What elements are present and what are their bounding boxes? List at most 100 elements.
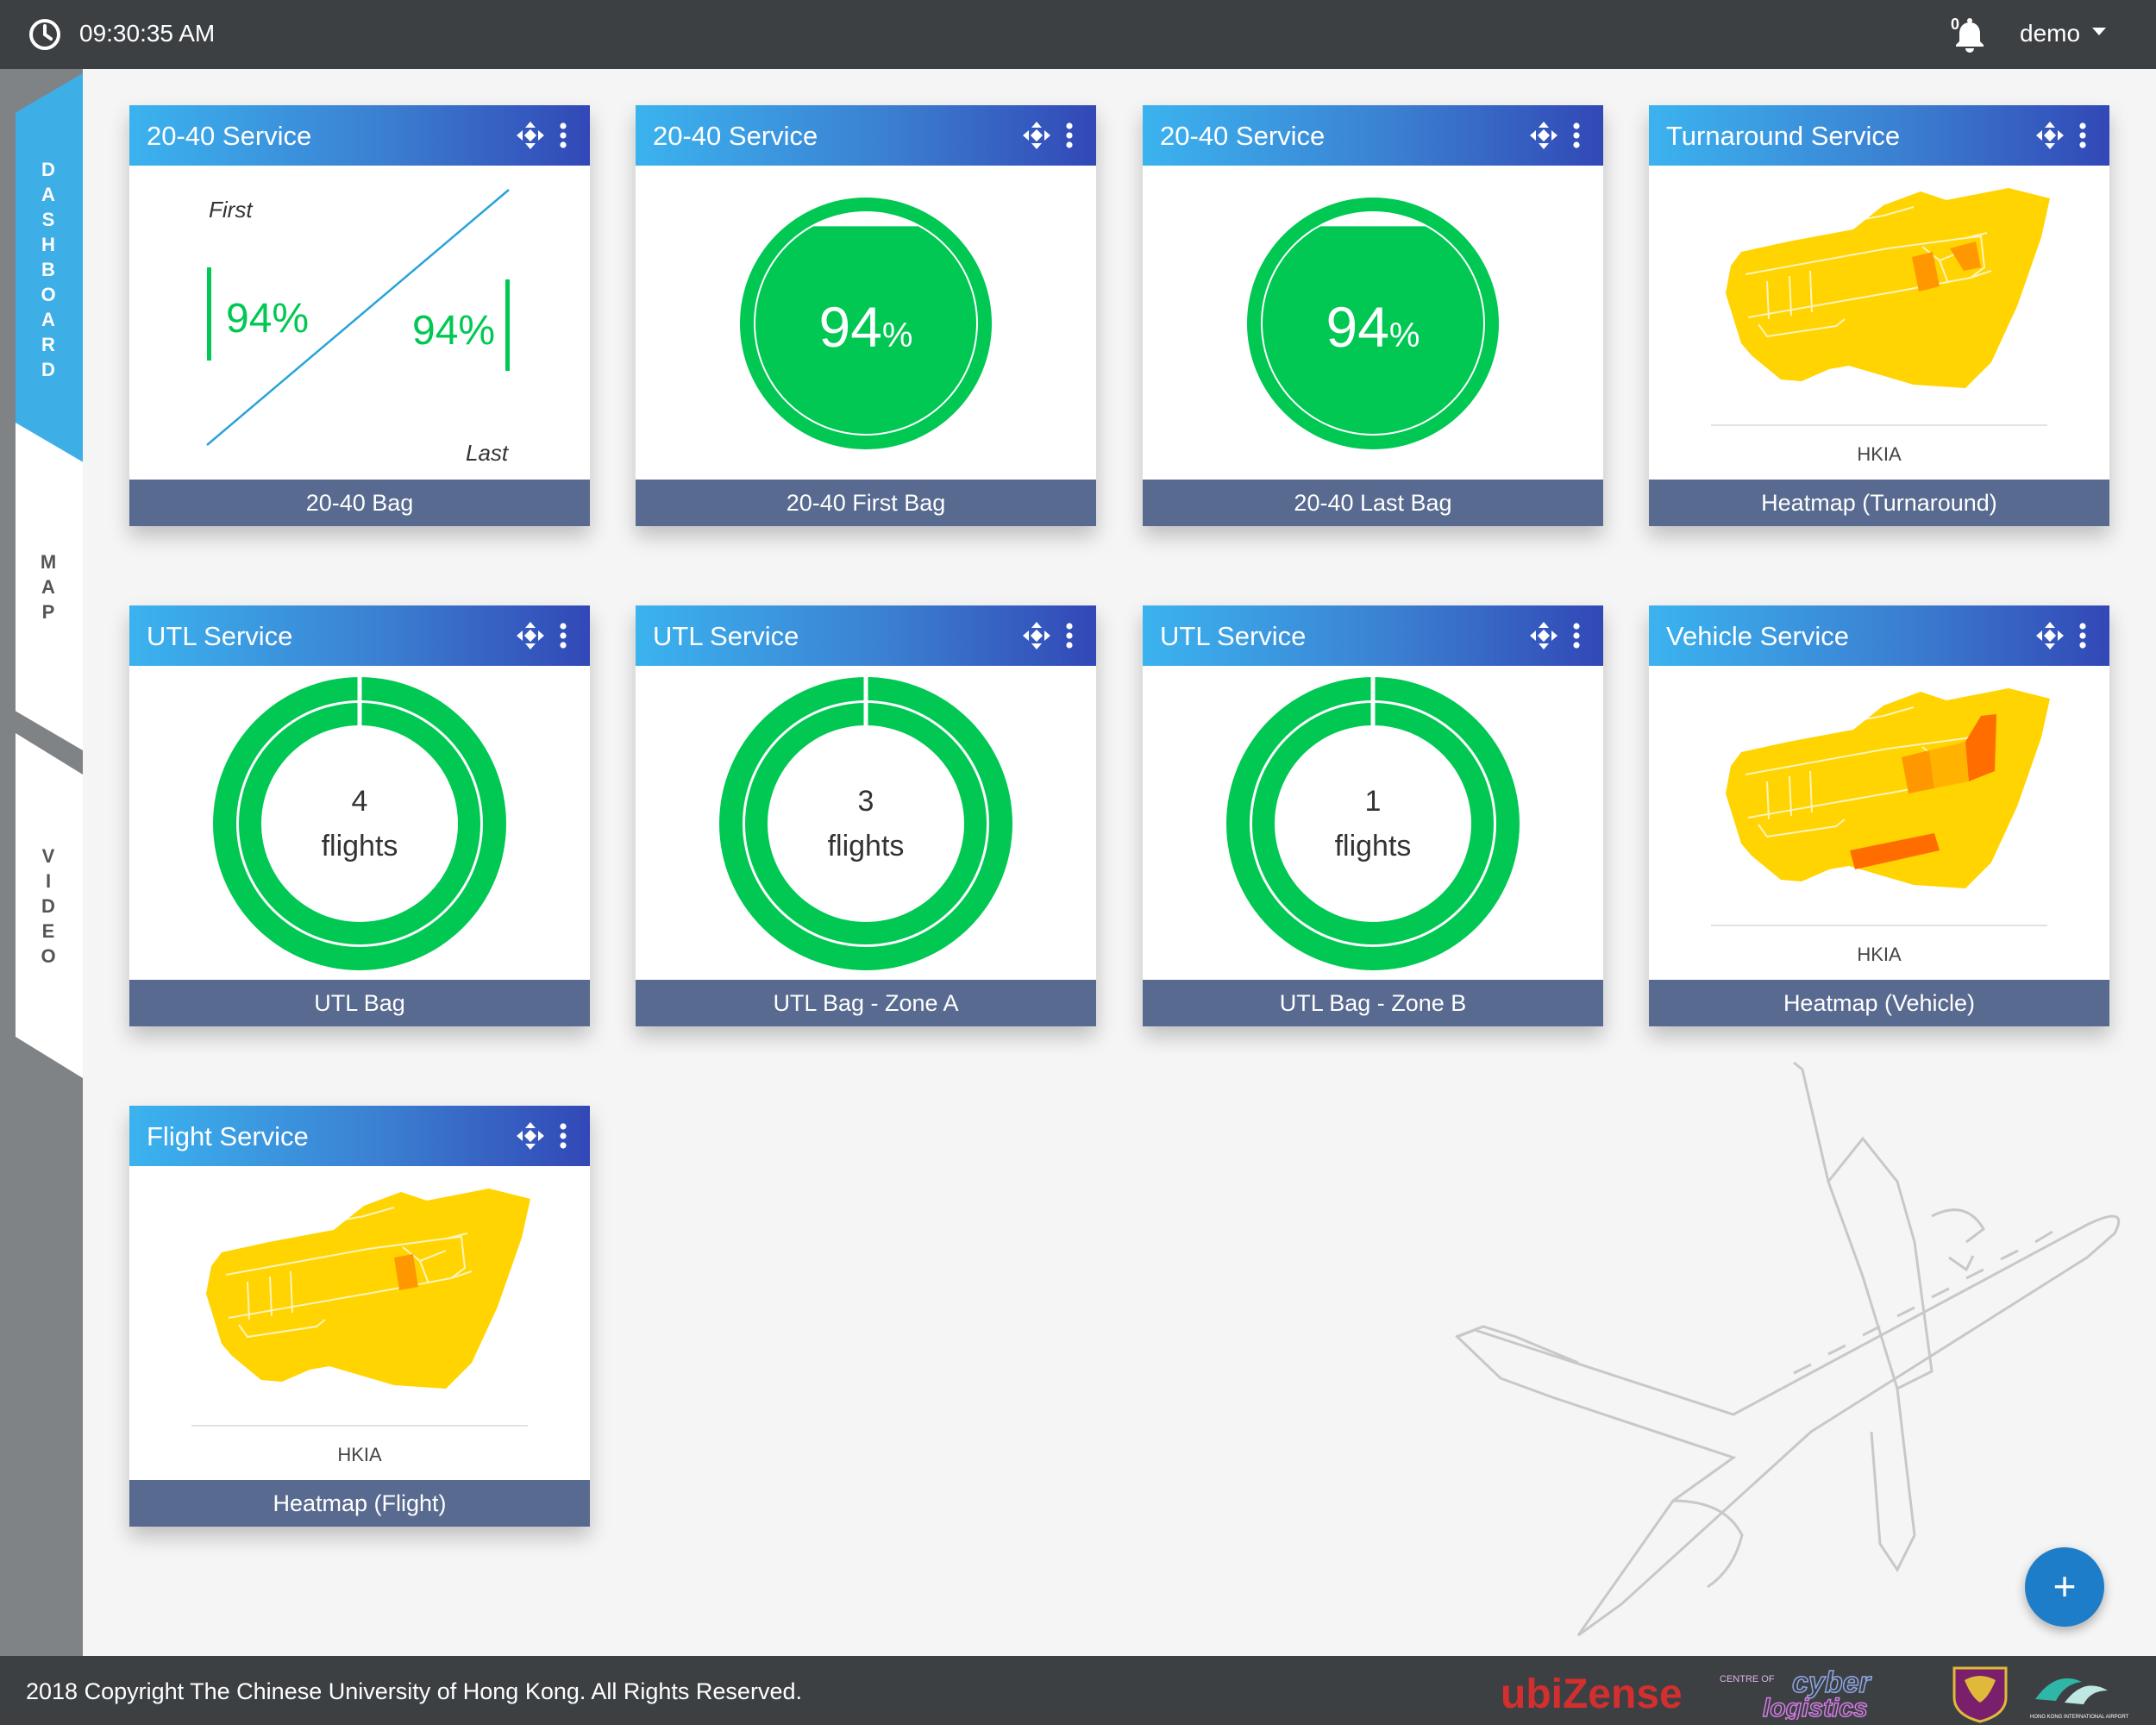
donut-segment-gap bbox=[1370, 676, 1376, 726]
more-vert-icon[interactable] bbox=[1572, 621, 1581, 650]
svg-text:cyber: cyber bbox=[1792, 1666, 1871, 1699]
card-body: First Last 94% 94% bbox=[129, 166, 590, 480]
card-header: Vehicle Service bbox=[1649, 605, 2109, 666]
widget-card: 20-40 Service 94% 20-40 Last Bag bbox=[1143, 105, 1603, 526]
flight-unit: flights bbox=[322, 830, 398, 862]
gauge-fill bbox=[755, 226, 976, 434]
card-footer[interactable]: UTL Bag bbox=[129, 980, 590, 1026]
card-title: Flight Service bbox=[147, 1121, 309, 1151]
airport-heatmap bbox=[1725, 187, 2051, 389]
move-icon[interactable] bbox=[1529, 121, 1558, 150]
liquid-gauge: 94% bbox=[1247, 198, 1499, 449]
widget-card: Turnaround Service HKIA Heatmap (Turnaro… bbox=[1649, 105, 2109, 526]
card-header: 20-40 Service bbox=[129, 105, 590, 166]
svg-text:logistics: logistics bbox=[1763, 1694, 1868, 1720]
widget-card: UTL Service 4 flights UTL Bag bbox=[129, 605, 590, 1026]
last-label: Last bbox=[466, 440, 510, 466]
map-label: HKIA bbox=[1857, 944, 1902, 965]
bell-icon[interactable] bbox=[1951, 16, 1985, 53]
heat-zone bbox=[394, 1254, 418, 1290]
donut-segment-gap bbox=[863, 676, 868, 726]
card-footer[interactable]: UTL Bag - Zone B bbox=[1143, 980, 1603, 1026]
more-vert-icon[interactable] bbox=[559, 1121, 567, 1151]
map-label: HKIA bbox=[1857, 443, 1902, 465]
move-icon[interactable] bbox=[1022, 121, 1051, 150]
gauge-value: 94% bbox=[1326, 295, 1420, 359]
first-last-chart: First Last 94% 94% bbox=[206, 189, 510, 466]
card-body: 94% bbox=[1143, 166, 1603, 480]
card-title: UTL Service bbox=[653, 621, 799, 651]
move-icon[interactable] bbox=[1022, 621, 1051, 650]
move-icon[interactable] bbox=[2035, 121, 2065, 150]
heat-zone bbox=[1912, 252, 1940, 292]
move-icon[interactable] bbox=[516, 121, 545, 150]
card-footer[interactable]: Heatmap (Vehicle) bbox=[1649, 980, 2109, 1026]
widget-card: 20-40 Service 94% 20-40 First Bag bbox=[636, 105, 1096, 526]
hkia-logo: HONG KONG INTERNATIONAL AIRPORT bbox=[2030, 1678, 2129, 1720]
last-marker bbox=[505, 279, 510, 371]
heat-zone bbox=[1929, 742, 1969, 788]
widget-card: Vehicle Service HKIA Heatmap (Vehicle) bbox=[1649, 605, 2109, 1026]
first-value: 94% bbox=[226, 296, 309, 342]
airplane-watermark bbox=[1455, 1061, 2121, 1637]
current-time: 09:30:35 AM bbox=[79, 20, 216, 47]
card-title: 20-40 Service bbox=[653, 121, 818, 151]
cyber-logistics-logo: CENTRE OF cyber logistics bbox=[1720, 1666, 1872, 1720]
heat-zone bbox=[1850, 833, 1940, 869]
move-icon[interactable] bbox=[1529, 621, 1558, 650]
card-footer[interactable]: 20-40 Bag bbox=[129, 480, 590, 526]
divider bbox=[1711, 925, 2047, 926]
heat-zone bbox=[1950, 242, 1981, 271]
cuhk-crest-logo bbox=[1952, 1666, 2008, 1723]
footer-bar: 2018 Copyright The Chinese University of… bbox=[0, 1656, 2156, 1725]
move-icon[interactable] bbox=[2035, 621, 2065, 650]
more-vert-icon[interactable] bbox=[1572, 121, 1581, 150]
card-header: 20-40 Service bbox=[1143, 105, 1603, 166]
more-vert-icon[interactable] bbox=[2078, 621, 2087, 650]
card-header: Turnaround Service bbox=[1649, 105, 2109, 166]
donut-segment-gap bbox=[357, 676, 362, 726]
heat-zone bbox=[1902, 750, 1934, 794]
gauge-value: 94% bbox=[819, 295, 913, 359]
map-label: HKIA bbox=[337, 1444, 382, 1465]
card-body: 1 flights bbox=[1143, 666, 1603, 980]
more-vert-icon[interactable] bbox=[2078, 121, 2087, 150]
airport-heatmap bbox=[205, 1188, 531, 1389]
widget-card: 20-40 Service First Last 94% 94% 20-40 B… bbox=[129, 105, 590, 526]
card-body: HKIA bbox=[129, 1166, 590, 1480]
card-header: UTL Service bbox=[636, 605, 1096, 666]
last-value: 94% bbox=[412, 308, 495, 354]
copyright-text: 2018 Copyright The Chinese University of… bbox=[26, 1678, 802, 1704]
card-body: 94% bbox=[636, 166, 1096, 480]
card-title: 20-40 Service bbox=[147, 121, 312, 151]
donut-chart: 1 flights bbox=[1226, 676, 1520, 970]
widget-card: UTL Service 3 flights UTL Bag - Zone A bbox=[636, 605, 1096, 1026]
move-icon[interactable] bbox=[516, 1121, 545, 1151]
card-footer[interactable]: Heatmap (Turnaround) bbox=[1649, 480, 2109, 526]
liquid-gauge: 94% bbox=[740, 198, 992, 449]
svg-text:HONG KONG INTERNATIONAL AIRPOR: HONG KONG INTERNATIONAL AIRPORT bbox=[2030, 1715, 2129, 1720]
clock-icon bbox=[29, 19, 60, 50]
card-footer[interactable]: Heatmap (Flight) bbox=[129, 1480, 590, 1527]
svg-text:CENTRE OF: CENTRE OF bbox=[1720, 1674, 1775, 1684]
more-vert-icon[interactable] bbox=[559, 621, 567, 650]
card-title: UTL Service bbox=[147, 621, 293, 651]
card-footer[interactable]: 20-40 First Bag bbox=[636, 480, 1096, 526]
card-footer[interactable]: UTL Bag - Zone A bbox=[636, 980, 1096, 1026]
more-vert-icon[interactable] bbox=[1065, 121, 1074, 150]
more-vert-icon[interactable] bbox=[559, 121, 567, 150]
card-body: 4 flights bbox=[129, 666, 590, 980]
card-footer[interactable]: 20-40 Last Bag bbox=[1143, 480, 1603, 526]
svg-text:ubiZense: ubiZense bbox=[1501, 1672, 1683, 1717]
card-body: HKIA bbox=[1649, 666, 2109, 980]
card-title: UTL Service bbox=[1160, 621, 1307, 651]
move-icon[interactable] bbox=[516, 621, 545, 650]
more-vert-icon[interactable] bbox=[1065, 621, 1074, 650]
flight-unit: flights bbox=[1335, 830, 1412, 862]
add-widget-button[interactable]: + bbox=[2025, 1547, 2104, 1627]
user-menu[interactable]: demo bbox=[2020, 20, 2081, 47]
chevron-down-icon[interactable] bbox=[2092, 28, 2106, 35]
